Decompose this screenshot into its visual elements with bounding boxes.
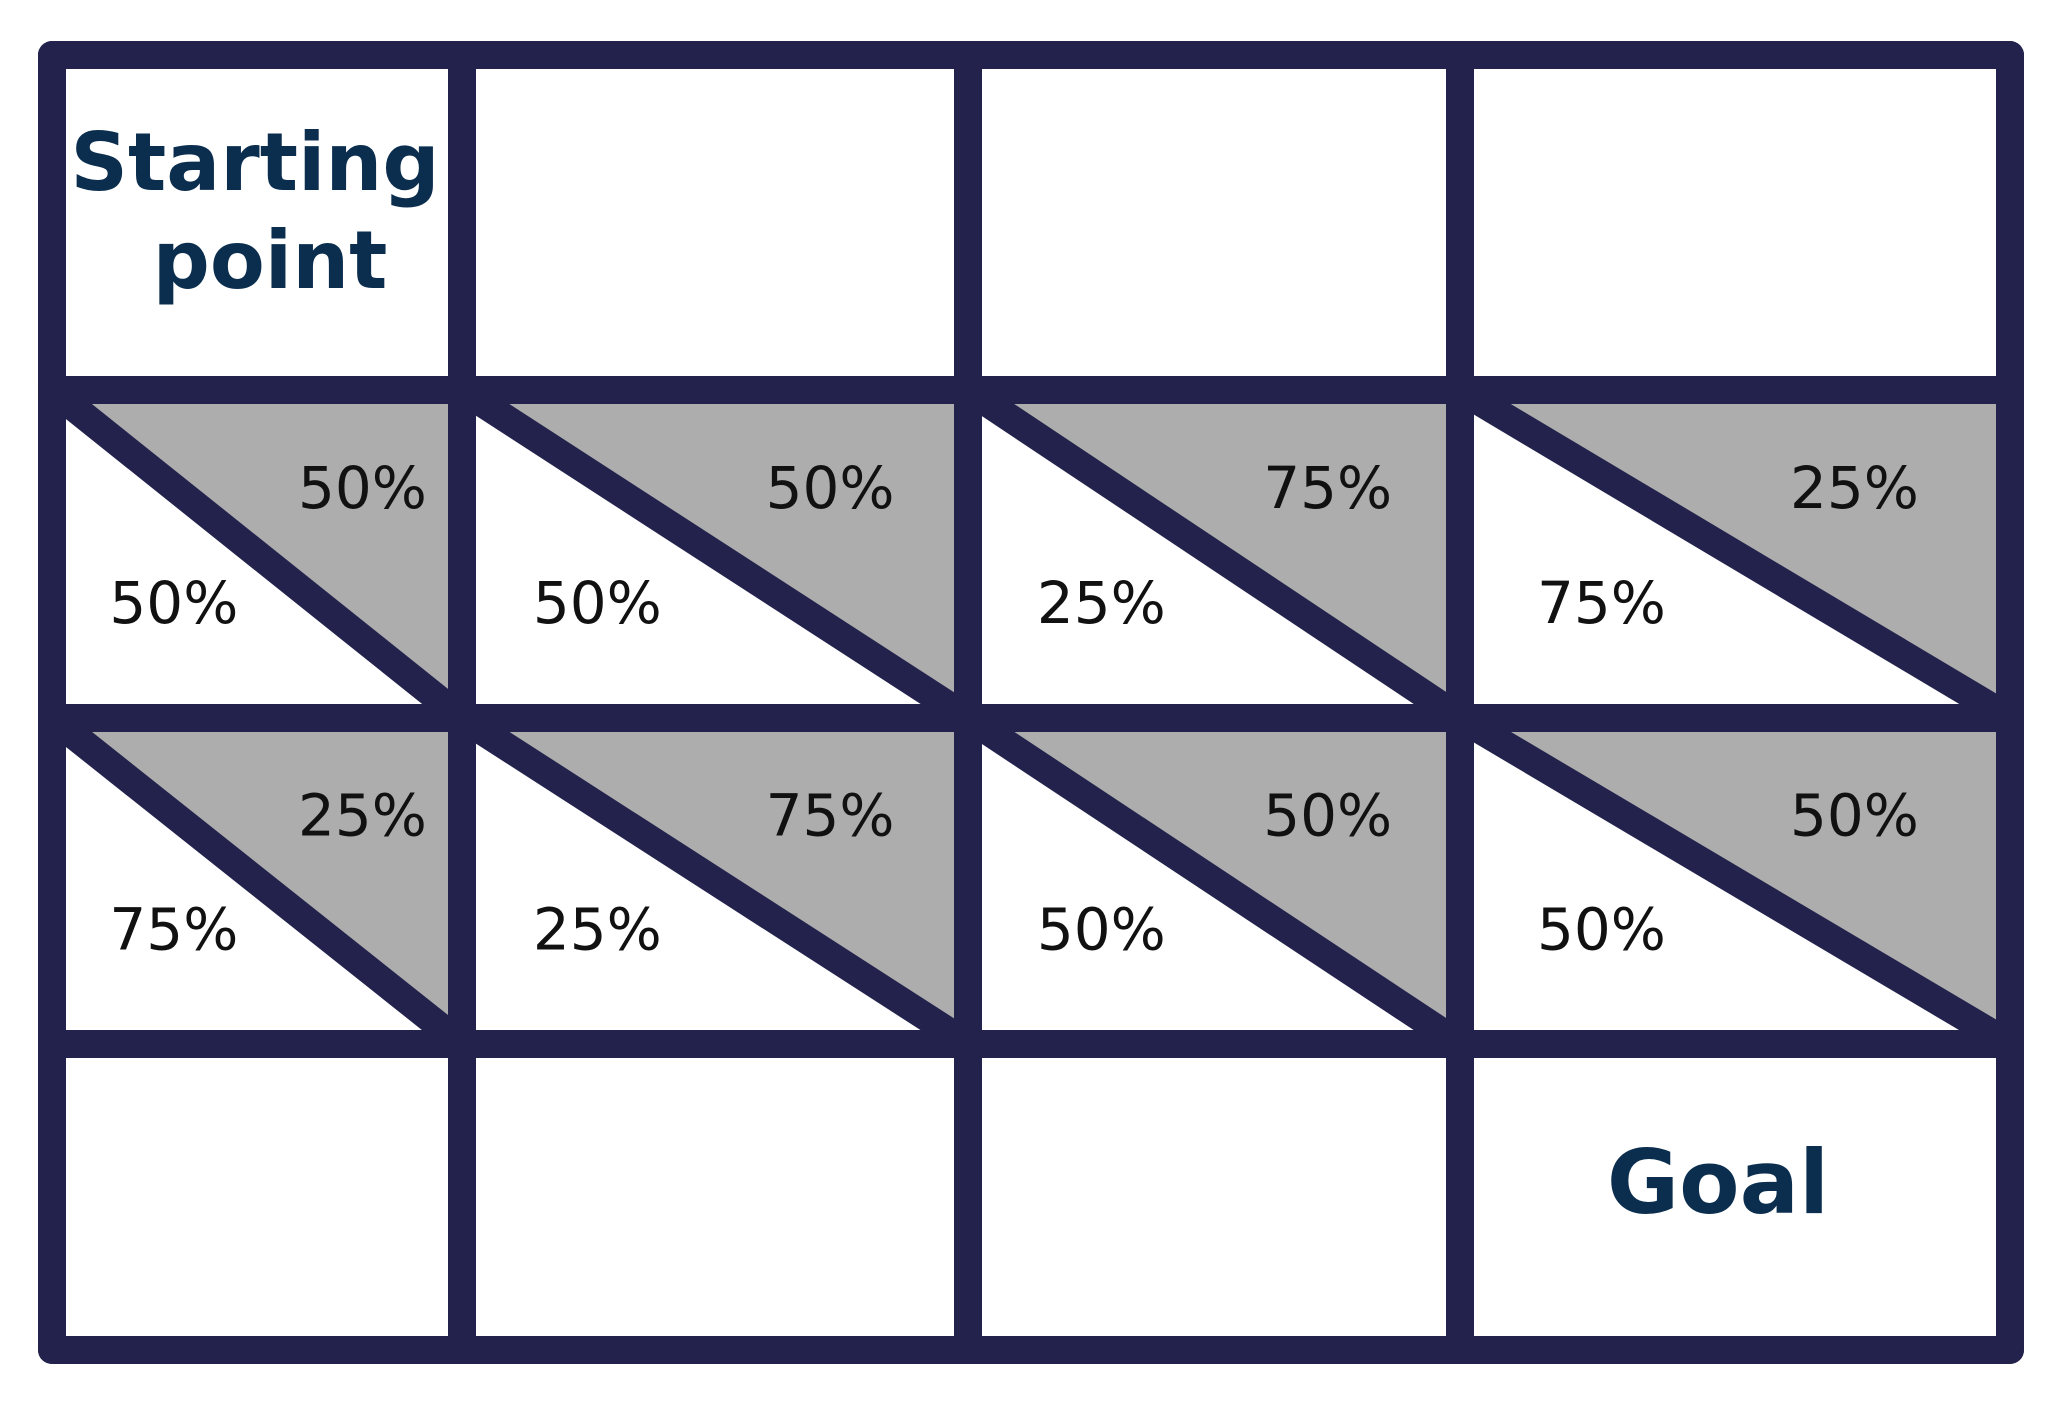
diagonal-line-r2-c2 [954, 704, 1474, 1058]
diagonal-line-r2-c1 [448, 704, 982, 1058]
shaded-percentage-r1-c0: 50% [298, 454, 427, 522]
starting-point-label-line2: point [153, 214, 388, 307]
shaded-percentage-r2-c0: 25% [298, 781, 427, 849]
diagonal-line-r1-c2 [954, 376, 1474, 732]
white-percentage-r1-c1: 50% [533, 569, 662, 637]
white-percentage-r1-c3: 75% [1537, 569, 1666, 637]
white-percentage-r2-c2: 50% [1037, 895, 1166, 963]
shaded-percentage-r1-c1: 50% [766, 454, 895, 522]
white-percentage-r2-c0: 75% [109, 895, 238, 963]
white-percentage-r1-c2: 25% [1037, 569, 1166, 637]
goal-label: Goal [1607, 1131, 1829, 1234]
starting-point-label-line1: Starting [70, 116, 439, 209]
percentage-labels: 50% 50% 50% 50% 75% 25% 25% 75% 25% 75% 75% 25% 50% 5… [109, 454, 1919, 963]
shaded-percentage-r1-c3: 25% [1790, 454, 1919, 522]
shaded-percentage-r2-c1: 75% [766, 781, 895, 849]
shaded-percentage-r1-c2: 75% [1263, 454, 1392, 522]
white-percentage-r2-c3: 50% [1537, 895, 1666, 963]
shaded-percentage-r2-c2: 50% [1263, 781, 1392, 849]
white-percentage-r2-c1: 25% [533, 895, 662, 963]
white-percentage-r1-c0: 50% [109, 569, 238, 637]
diagonal-line-r2-c0 [38, 704, 476, 1058]
diagonal-line-r1-c3 [1446, 376, 2024, 732]
board-background [52, 52, 2024, 1354]
diagonal-line-r2-c3 [1446, 704, 2024, 1058]
grid-lines [38, 41, 2024, 1364]
diagonal-line-r1-c0 [38, 376, 476, 732]
diagonal-line-r1-c1 [448, 376, 982, 732]
shaded-percentage-r2-c3: 50% [1790, 781, 1919, 849]
